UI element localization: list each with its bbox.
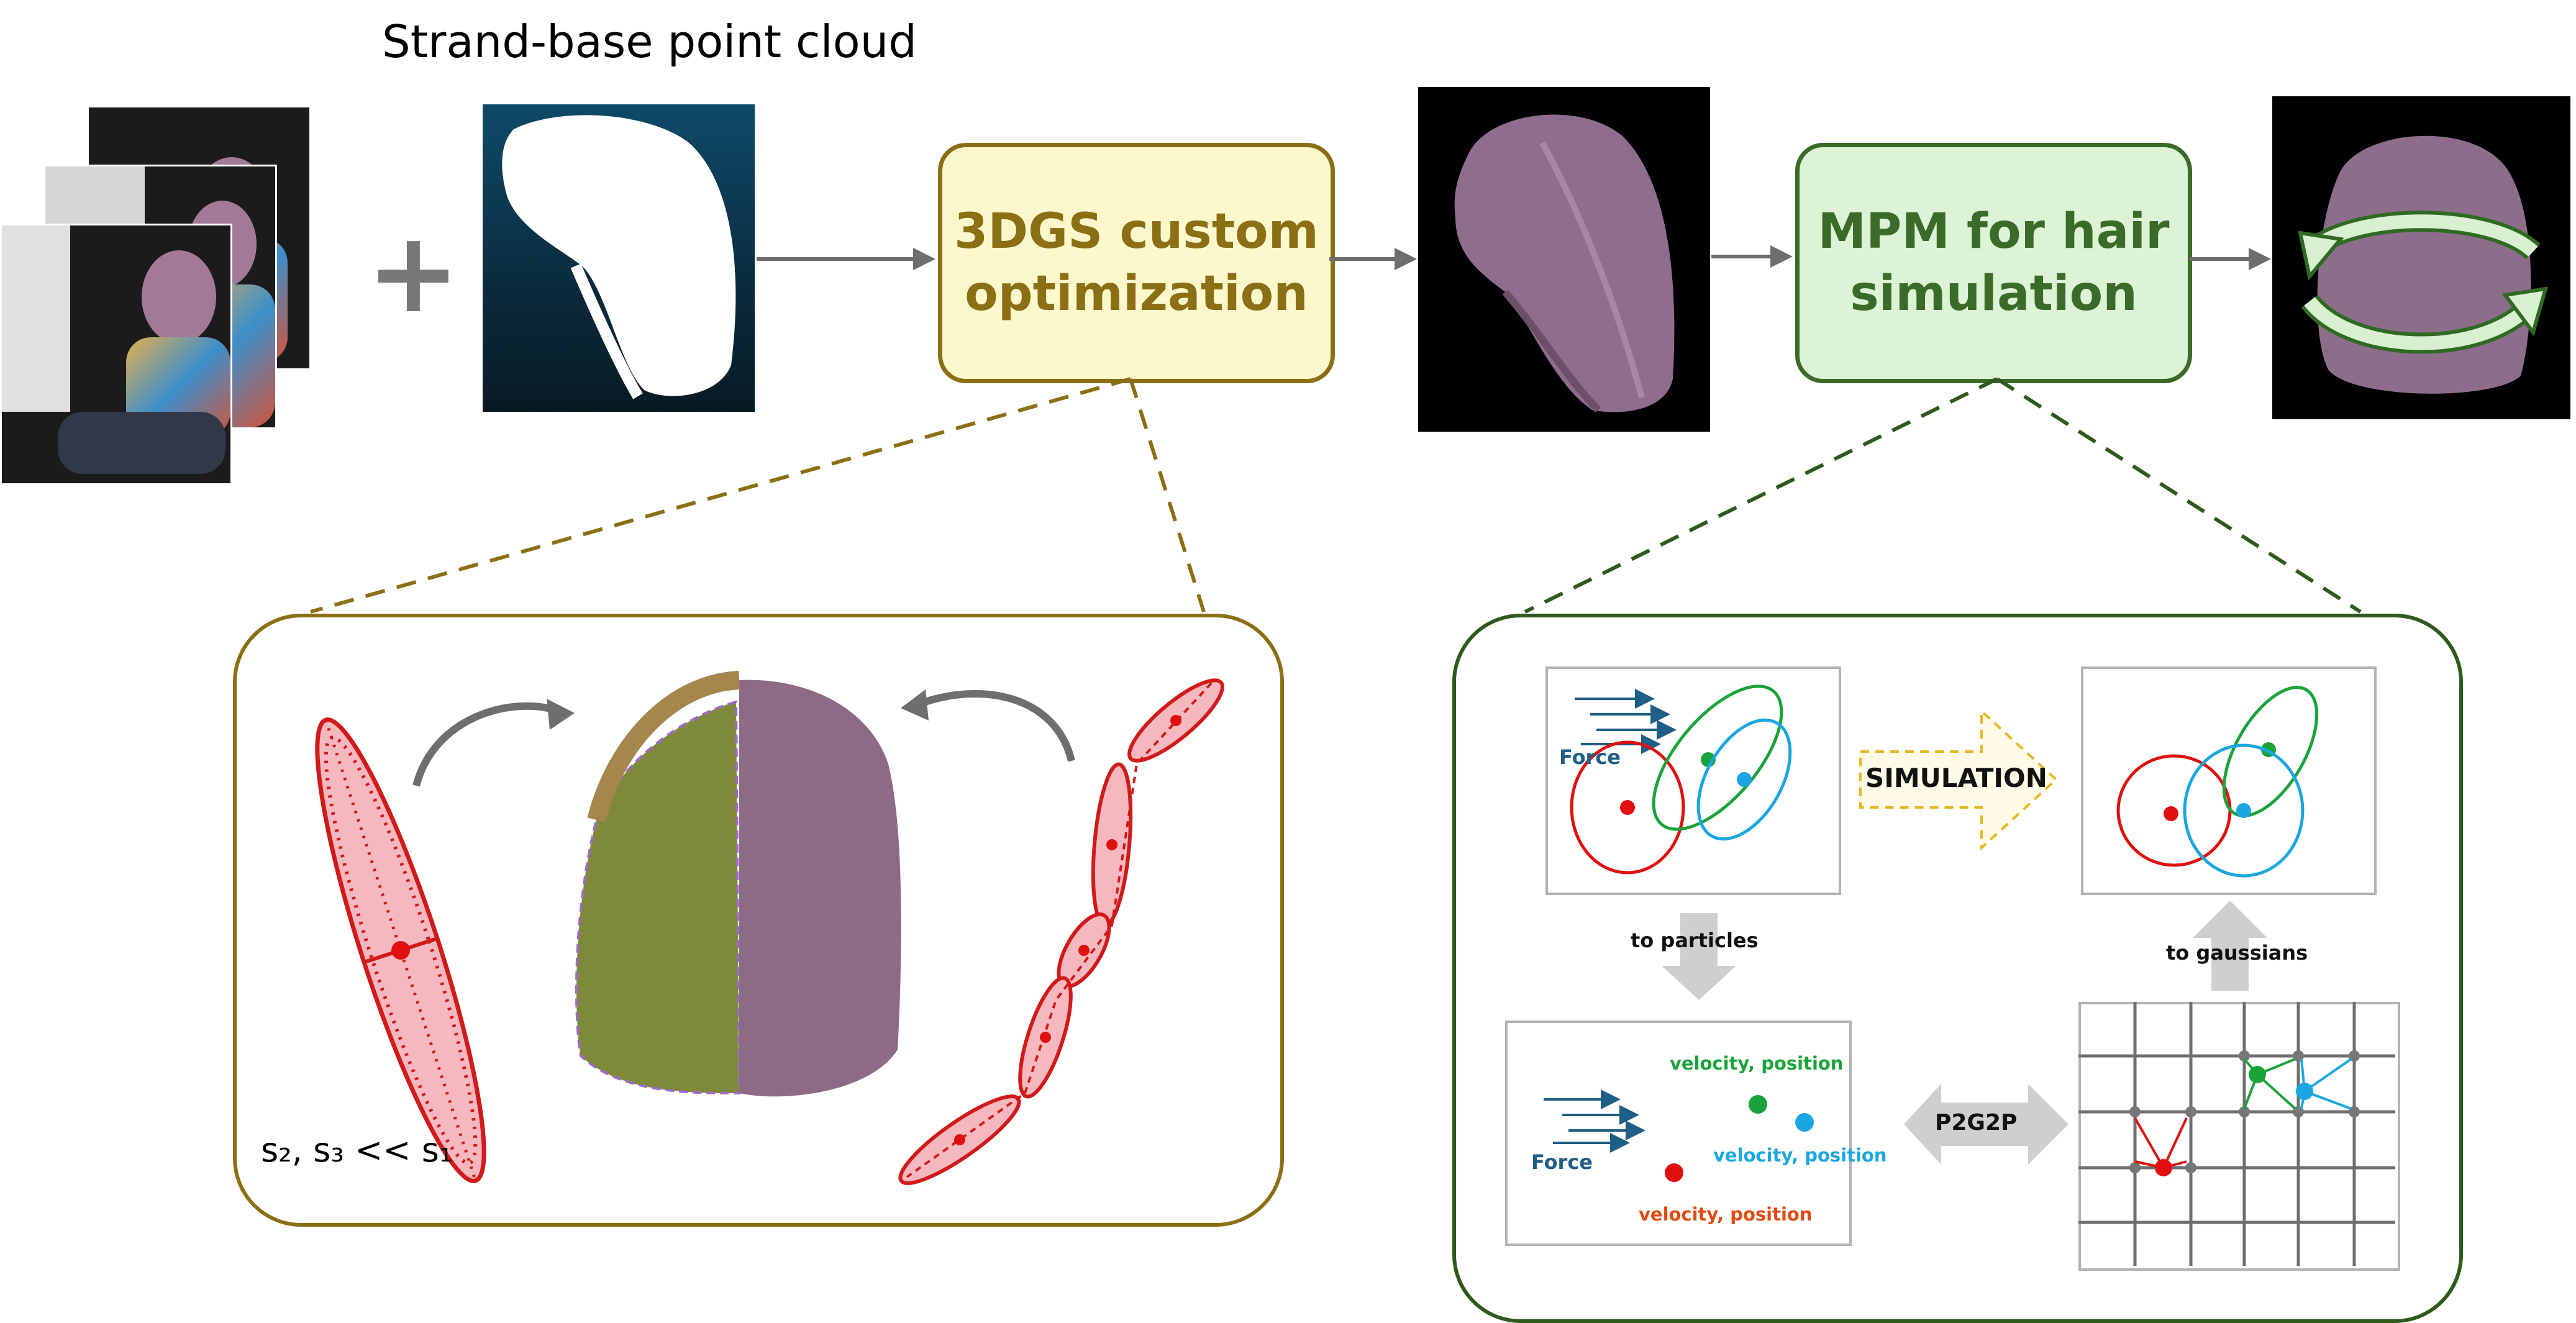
- particles-box: [1505, 1021, 1852, 1246]
- simulation-arrow: [1859, 708, 2058, 851]
- gaussian-optimization-box: 3DGS custom optimization: [938, 143, 1335, 383]
- velocity-label-blue: velocity, position: [1713, 1145, 1887, 1166]
- hair-render-image: [1418, 87, 1710, 432]
- force-arrows-bottom: [1544, 1089, 1645, 1153]
- to-particles-label: to particles: [1631, 929, 1759, 952]
- simulation-label: SIMULATION: [1865, 763, 2047, 793]
- point-cloud-title: Strand-base point cloud: [382, 16, 917, 68]
- zoom-line: [1129, 378, 1206, 612]
- force-label-top: Force: [1559, 745, 1621, 769]
- velocity-label-green: velocity, position: [1670, 1053, 1844, 1074]
- plus-icon: +: [366, 208, 460, 338]
- zoom-line: [310, 377, 1131, 614]
- zoom-line: [1524, 377, 1998, 614]
- scale-relation-label: s₂, s₃ << s₁: [261, 1130, 453, 1170]
- simulated-hair-image: [2272, 96, 2570, 419]
- to-gaussians-arrow: [2193, 901, 2267, 991]
- grid-box: [2078, 1002, 2400, 1271]
- strand-gaussian-chain: [898, 678, 1224, 1185]
- mpm-simulation-box: MPM for hair simulation: [1795, 143, 2192, 383]
- to-gaussians-label: to gaussians: [2166, 941, 2308, 965]
- gaussian-hair-image: [575, 671, 901, 1097]
- force-gaussians-box: [1545, 666, 1841, 895]
- mpm-grid: [2078, 1002, 2395, 1266]
- p2g2p-label: P2G2P: [1935, 1110, 2018, 1135]
- mpm-line2: simulation: [1850, 265, 2137, 322]
- camera-photo: [0, 224, 232, 485]
- gaussian-line2: optimization: [965, 265, 1308, 322]
- curved-arrow-icon: [412, 702, 561, 787]
- p2g2p-arrow: [1904, 1084, 2069, 1165]
- force-arrows: [1575, 689, 1677, 754]
- zoom-line: [1996, 377, 2362, 614]
- gaussian-line1: 3DGS custom: [954, 203, 1319, 260]
- mpm-line1: MPM for hair: [1818, 203, 2170, 260]
- curved-arrow-icon: [914, 690, 1075, 762]
- to-particles-arrow: [1662, 913, 1736, 1000]
- simulated-gaussians-box: [2081, 666, 2377, 895]
- point-cloud-image: [483, 104, 755, 412]
- force-label-bottom: Force: [1531, 1150, 1593, 1174]
- velocity-label-red: velocity, position: [1639, 1204, 1813, 1225]
